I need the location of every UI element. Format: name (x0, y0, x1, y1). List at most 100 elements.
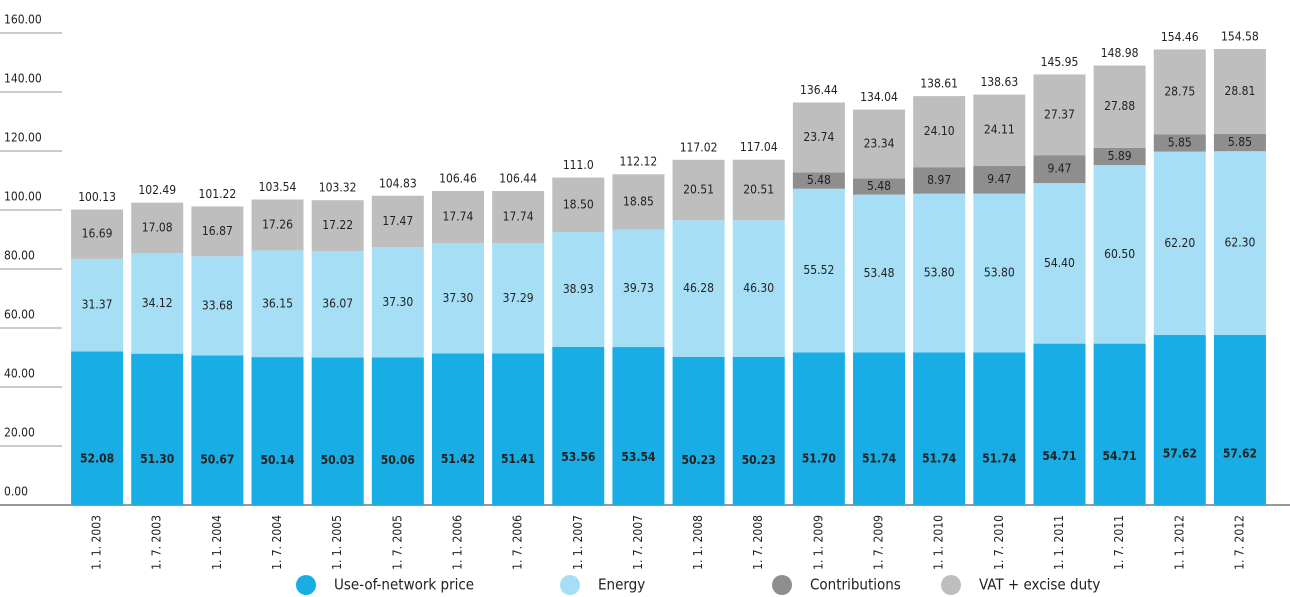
value-label: 33.68 (202, 298, 233, 312)
value-label: 55.52 (803, 263, 834, 277)
value-label: 53.56 (561, 450, 595, 464)
bar-segment (131, 253, 184, 354)
bar-segment (913, 193, 966, 353)
bar-segment (1153, 49, 1206, 135)
bar-segment (792, 188, 845, 353)
bar-segment (1213, 151, 1266, 336)
bar-segment (1093, 165, 1146, 344)
bar-segment (853, 352, 906, 505)
bar-segment (371, 357, 424, 505)
bar-segment (732, 159, 785, 221)
value-label: 5.85 (1168, 135, 1192, 149)
value-label: 46.28 (683, 281, 714, 295)
value-label: 17.47 (382, 214, 413, 228)
legend-swatch (772, 575, 792, 595)
bar-segment (371, 195, 424, 248)
total-label: 136.44 (800, 83, 838, 97)
value-label: 8.97 (927, 173, 951, 187)
x-tick-label: 1. 7. 2005 (390, 515, 404, 570)
bar-segment (792, 352, 845, 505)
bar-segment (1153, 134, 1206, 152)
bar-segment (913, 167, 966, 194)
bar-segment (552, 232, 605, 347)
total-label: 102.49 (138, 183, 176, 197)
bar-segment (973, 94, 1026, 166)
value-label: 54.40 (1044, 256, 1075, 270)
bar-segment (191, 355, 244, 505)
value-label: 39.73 (623, 281, 654, 295)
legend-label: Contributions (810, 576, 901, 594)
bar-segment (552, 177, 605, 233)
value-label: 51.70 (802, 452, 836, 466)
bar-segment (672, 220, 725, 357)
x-tick-label: 1. 7. 2011 (1112, 515, 1126, 570)
total-label: 112.12 (620, 155, 658, 169)
value-label: 16.87 (202, 224, 233, 238)
x-tick-label: 1. 7. 2008 (751, 515, 765, 570)
value-label: 9.47 (1047, 162, 1071, 176)
bar-segment (853, 194, 906, 353)
bar-segment (612, 174, 665, 230)
value-label: 27.88 (1104, 99, 1135, 113)
value-label: 5.48 (867, 179, 891, 193)
total-label: 148.98 (1101, 46, 1139, 60)
total-label: 154.46 (1161, 30, 1199, 44)
value-label: 53.48 (864, 266, 895, 280)
x-tick-label: 1. 1. 2012 (1172, 515, 1186, 570)
value-label: 18.85 (623, 195, 654, 209)
value-label: 62.30 (1224, 236, 1255, 250)
value-label: 50.06 (381, 453, 415, 467)
bar-segment (612, 347, 665, 505)
value-label: 34.12 (142, 296, 173, 310)
bar-segment (251, 199, 304, 251)
total-label: 154.58 (1221, 29, 1259, 43)
value-label: 50.23 (681, 453, 715, 467)
value-label: 51.42 (441, 452, 475, 466)
bar-segment (492, 191, 545, 244)
bar-segment (732, 356, 785, 505)
value-label: 16.69 (82, 227, 113, 241)
legend-swatch (296, 575, 316, 595)
x-tick-label: 1. 1. 2011 (1052, 515, 1066, 570)
bar-segment (853, 109, 906, 179)
total-label: 138.61 (920, 77, 958, 91)
bar-segment (431, 353, 484, 505)
value-label: 62.20 (1164, 236, 1195, 250)
value-label: 51.30 (140, 452, 174, 466)
value-label: 37.29 (503, 291, 534, 305)
total-label: 117.02 (680, 140, 718, 154)
x-tick-label: 1. 7. 2006 (511, 515, 525, 570)
value-label: 53.80 (984, 266, 1015, 280)
x-tick-label: 1. 1. 2010 (932, 515, 946, 570)
bar-segment (1153, 335, 1206, 505)
y-tick-label: 40.00 (4, 367, 35, 381)
total-label: 111.0 (563, 158, 594, 172)
legend-swatch (560, 575, 580, 595)
x-tick-label: 1. 1. 2008 (691, 515, 705, 570)
bar-segment (371, 247, 424, 358)
total-label: 100.13 (78, 190, 116, 204)
bar-segment (1033, 155, 1086, 184)
legend-label: Energy (598, 576, 645, 594)
value-label: 18.50 (563, 197, 594, 211)
value-label: 57.62 (1163, 447, 1197, 461)
bar-segment (311, 357, 364, 505)
value-label: 23.74 (803, 130, 834, 144)
bar-segment (973, 165, 1026, 194)
x-tick-label: 1. 1. 2005 (330, 515, 344, 570)
bar-segment (1213, 133, 1266, 152)
bar-segment (1153, 151, 1206, 336)
bar-segment (492, 243, 545, 354)
value-label: 50.03 (321, 453, 355, 467)
y-tick-label: 120.00 (4, 131, 42, 145)
value-label: 51.74 (982, 452, 1017, 466)
x-tick-label: 1. 7. 2007 (631, 515, 645, 570)
value-label: 27.37 (1044, 107, 1075, 121)
value-label: 17.08 (142, 220, 173, 234)
bar-segment (792, 172, 845, 189)
value-label: 5.85 (1228, 135, 1252, 149)
value-label: 54.71 (1042, 449, 1076, 463)
total-label: 101.22 (198, 187, 236, 201)
value-label: 24.11 (984, 123, 1015, 137)
